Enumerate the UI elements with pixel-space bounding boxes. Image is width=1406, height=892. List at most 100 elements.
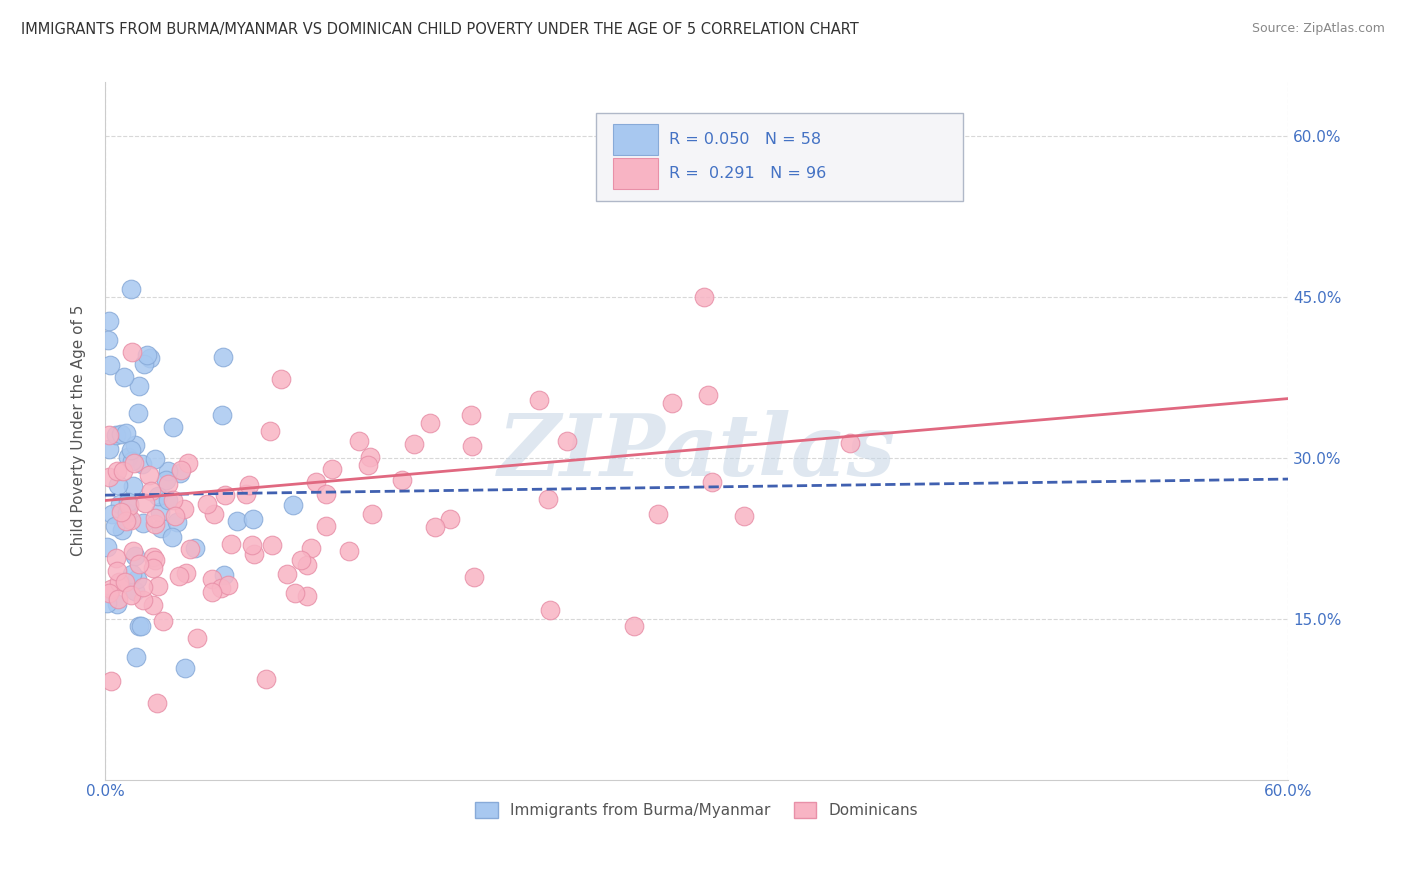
Point xyxy=(96,540,118,554)
Point xyxy=(131,593,153,607)
Point xyxy=(235,487,257,501)
Point xyxy=(321,461,343,475)
Point xyxy=(120,282,142,296)
Point xyxy=(124,583,146,598)
Point xyxy=(290,552,312,566)
Point xyxy=(647,508,669,522)
Point xyxy=(337,544,360,558)
Point xyxy=(214,488,236,502)
Point xyxy=(145,696,167,710)
Point xyxy=(186,632,208,646)
Point xyxy=(97,313,120,327)
Point xyxy=(425,520,447,534)
Point xyxy=(157,464,180,478)
Point xyxy=(174,566,197,580)
Point xyxy=(733,508,755,523)
Point xyxy=(170,463,193,477)
Point xyxy=(201,572,224,586)
FancyBboxPatch shape xyxy=(596,113,963,201)
Point xyxy=(117,497,139,511)
Point xyxy=(276,567,298,582)
Point xyxy=(260,538,283,552)
Point xyxy=(127,406,149,420)
Point xyxy=(391,473,413,487)
Point xyxy=(347,434,370,448)
Point xyxy=(97,333,120,347)
Point xyxy=(295,589,318,603)
Point xyxy=(212,350,235,364)
Point xyxy=(555,434,578,448)
Point xyxy=(143,451,166,466)
Point xyxy=(283,498,305,512)
Text: Source: ZipAtlas.com: Source: ZipAtlas.com xyxy=(1251,22,1385,36)
Point xyxy=(179,542,201,557)
Point xyxy=(217,577,239,591)
Text: IMMIGRANTS FROM BURMA/MYANMAR VS DOMINICAN CHILD POVERTY UNDER THE AGE OF 5 CORR: IMMIGRANTS FROM BURMA/MYANMAR VS DOMINIC… xyxy=(21,22,859,37)
Point xyxy=(139,351,162,365)
Point xyxy=(150,521,173,535)
Point xyxy=(122,456,145,470)
Point xyxy=(121,453,143,467)
Point xyxy=(305,475,328,490)
Legend: Immigrants from Burma/Myanmar, Dominicans: Immigrants from Burma/Myanmar, Dominican… xyxy=(470,796,924,824)
Point xyxy=(156,492,179,507)
Point xyxy=(107,478,129,492)
Point xyxy=(155,473,177,487)
Point xyxy=(108,575,131,590)
Point xyxy=(142,598,165,612)
Point xyxy=(97,586,120,600)
Point xyxy=(134,357,156,371)
Point xyxy=(105,428,128,442)
Point xyxy=(122,478,145,492)
Point xyxy=(114,514,136,528)
Point xyxy=(114,575,136,590)
Point xyxy=(177,456,200,470)
Point xyxy=(162,492,184,507)
Point xyxy=(173,501,195,516)
Point xyxy=(143,517,166,532)
Point xyxy=(96,596,118,610)
Point xyxy=(209,581,232,595)
Point xyxy=(527,393,550,408)
Point xyxy=(270,372,292,386)
Point xyxy=(696,387,718,401)
Point xyxy=(125,650,148,665)
Point xyxy=(461,440,484,454)
Point xyxy=(125,572,148,586)
Point xyxy=(139,484,162,499)
FancyBboxPatch shape xyxy=(613,125,658,155)
Point xyxy=(357,458,380,472)
Point xyxy=(238,477,260,491)
Point xyxy=(110,426,132,441)
Point xyxy=(167,569,190,583)
Point xyxy=(240,538,263,552)
Point xyxy=(160,531,183,545)
Point xyxy=(211,408,233,422)
Point xyxy=(460,409,482,423)
Point xyxy=(100,582,122,596)
Point xyxy=(131,458,153,472)
Point xyxy=(174,661,197,675)
Point xyxy=(359,450,381,465)
Point xyxy=(156,477,179,491)
Point xyxy=(419,416,441,430)
Point xyxy=(124,549,146,564)
Point xyxy=(221,537,243,551)
Point xyxy=(105,464,128,478)
Point xyxy=(143,510,166,524)
Point xyxy=(661,395,683,409)
Point xyxy=(98,358,121,372)
Point xyxy=(131,619,153,633)
Point xyxy=(120,513,142,527)
Point xyxy=(112,465,135,479)
Point xyxy=(121,544,143,558)
Point xyxy=(110,505,132,519)
Point xyxy=(120,588,142,602)
Point xyxy=(115,426,138,441)
Point xyxy=(183,541,205,555)
Point xyxy=(254,672,277,686)
Point xyxy=(537,491,560,506)
Point xyxy=(132,516,155,530)
Point xyxy=(623,619,645,633)
Point xyxy=(101,508,124,522)
